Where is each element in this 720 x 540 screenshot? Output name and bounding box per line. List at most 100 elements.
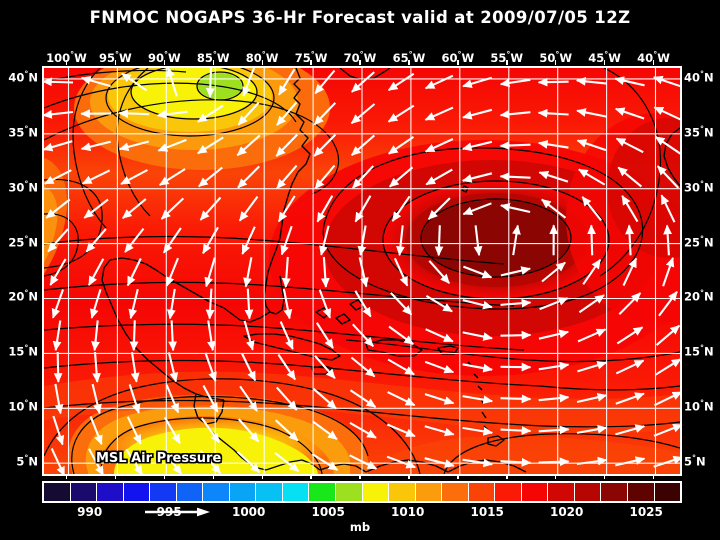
wind-vector bbox=[276, 101, 298, 126]
wind-vector bbox=[658, 291, 678, 317]
lat-tick-label-left: 30°N bbox=[8, 179, 38, 195]
wind-vector bbox=[319, 225, 330, 256]
wind-vector bbox=[387, 391, 416, 407]
wind-vector bbox=[390, 292, 413, 316]
wind-vector bbox=[130, 352, 140, 383]
wind-vector bbox=[615, 392, 645, 405]
wind-vector bbox=[654, 358, 680, 376]
colorbar-swatch bbox=[176, 483, 204, 501]
wind-vector bbox=[349, 454, 378, 470]
wind-vector bbox=[539, 297, 569, 311]
wind-vector bbox=[276, 386, 298, 411]
wind-vector bbox=[538, 361, 570, 371]
wind-vector bbox=[499, 172, 531, 182]
wind-vector bbox=[576, 424, 608, 434]
wind-vector bbox=[316, 195, 334, 223]
wind-vector bbox=[662, 257, 675, 287]
page-title: FNMOC NOGAPS 36-Hr Forecast valid at 200… bbox=[89, 8, 631, 27]
wind-vector bbox=[358, 257, 369, 288]
colorbar-tick-label: 1015 bbox=[470, 505, 504, 519]
lat-tick-label-right: 35°N bbox=[684, 124, 714, 140]
lat-tick-label-right: 40°N bbox=[684, 69, 714, 85]
colorbar-swatch bbox=[468, 483, 496, 501]
wind-vector bbox=[236, 450, 261, 474]
wind-vector bbox=[166, 68, 178, 97]
wind-vector bbox=[197, 104, 224, 123]
wind-vector bbox=[538, 393, 570, 403]
wind-vector bbox=[202, 385, 219, 413]
colorbar-swatch bbox=[415, 483, 443, 501]
wind-vector bbox=[162, 449, 183, 474]
wind-vector bbox=[274, 451, 300, 473]
colorbar-swatch bbox=[282, 483, 310, 501]
colorbar[interactable] bbox=[42, 481, 682, 503]
colorbar-swatch bbox=[601, 483, 629, 501]
colorbar-swatch bbox=[256, 483, 283, 501]
colorbar-tick-label: 1005 bbox=[311, 505, 345, 519]
wind-vector bbox=[54, 383, 64, 415]
colorbar-swatch bbox=[97, 483, 124, 501]
colorbar-swatch bbox=[123, 483, 151, 501]
wind-vector bbox=[241, 226, 256, 255]
lon-tick-label: 65°W bbox=[392, 50, 426, 65]
lon-tick-mark bbox=[114, 60, 117, 65]
map-plot-area[interactable]: MSL Air Pressure 10.0 m/s bbox=[42, 66, 682, 525]
wind-vector bbox=[85, 228, 107, 253]
wind-vector bbox=[199, 196, 222, 221]
wind-vector bbox=[388, 325, 414, 346]
wind-vector bbox=[53, 351, 63, 383]
wind-vector bbox=[654, 391, 680, 407]
wind-vector bbox=[538, 425, 570, 435]
wind-vector bbox=[80, 140, 111, 152]
wind-vector bbox=[581, 196, 602, 222]
wind-vector bbox=[242, 68, 255, 97]
wind-vector bbox=[653, 75, 680, 88]
wind-vector bbox=[396, 225, 405, 257]
wind-vector-layer bbox=[44, 68, 680, 474]
wind-vector bbox=[500, 457, 532, 467]
wind-vector bbox=[80, 76, 111, 88]
wind-vector bbox=[541, 198, 567, 219]
lon-tick-mark bbox=[114, 474, 117, 479]
wind-vector bbox=[237, 418, 260, 443]
wind-vector bbox=[88, 448, 104, 474]
wind-vector bbox=[122, 198, 147, 220]
wind-vector bbox=[499, 141, 531, 150]
wind-vector bbox=[462, 108, 493, 120]
wind-vector bbox=[391, 195, 411, 222]
wind-vector bbox=[202, 226, 219, 255]
wind-vector bbox=[125, 448, 144, 474]
wind-vector bbox=[276, 164, 298, 190]
lon-tick-label: 80°W bbox=[245, 50, 279, 65]
wind-vector bbox=[653, 455, 680, 468]
colorbar-tick-label: 1025 bbox=[629, 505, 663, 519]
wind-vector bbox=[282, 288, 293, 320]
wind-vector bbox=[243, 257, 253, 288]
wind-vector bbox=[462, 363, 493, 373]
lat-tick-label-left: 20°N bbox=[8, 289, 38, 304]
map-svg bbox=[44, 68, 680, 474]
wind-vector bbox=[582, 259, 602, 285]
wind-vector bbox=[243, 320, 255, 351]
wind-vector bbox=[425, 295, 453, 313]
wind-vector bbox=[156, 110, 188, 119]
wind-vector bbox=[312, 420, 338, 441]
lon-tick-mark bbox=[359, 60, 361, 65]
wind-vector bbox=[424, 457, 455, 468]
wind-vector bbox=[576, 108, 607, 118]
wind-vector bbox=[500, 203, 531, 214]
lon-tick-mark bbox=[604, 60, 606, 65]
colorbar-swatch bbox=[574, 483, 602, 501]
wind-vector bbox=[89, 416, 103, 446]
wind-vector bbox=[237, 165, 260, 189]
wind-vector bbox=[656, 165, 680, 189]
wind-vector bbox=[614, 107, 645, 120]
colorbar-swatch bbox=[70, 483, 98, 501]
lon-tick-mark bbox=[261, 60, 263, 65]
wind-vector bbox=[239, 385, 258, 412]
wind-vector bbox=[393, 257, 409, 287]
wind-vector bbox=[654, 136, 680, 155]
right-arrow-icon bbox=[145, 507, 210, 516]
wind-vector bbox=[120, 169, 148, 185]
